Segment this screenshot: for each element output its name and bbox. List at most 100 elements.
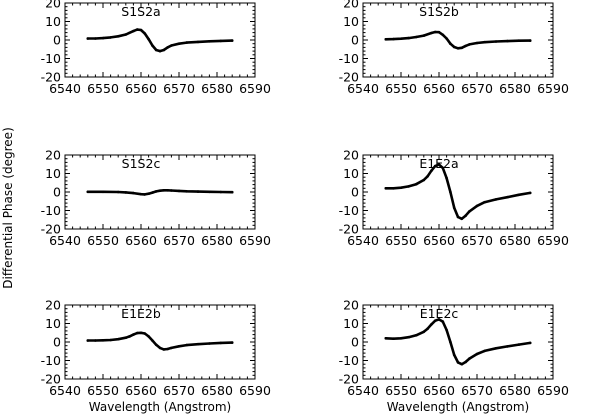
data-point bbox=[414, 182, 418, 186]
data-point bbox=[460, 362, 464, 366]
data-point bbox=[208, 190, 211, 194]
x-axis-title: Wavelength (Angstrom) bbox=[89, 400, 231, 414]
chart-panel: 6540 6550 6560 6570 6580 6590 -20 -10 0 10 20 S1S2b bbox=[339, 0, 569, 96]
data-series-line bbox=[86, 28, 234, 53]
data-point bbox=[422, 330, 426, 334]
y-tick-label: -20 bbox=[41, 70, 61, 85]
y-tick-label: 0 bbox=[53, 185, 61, 200]
data-series-line bbox=[384, 30, 532, 50]
y-tick-label: 20 bbox=[343, 148, 359, 163]
data-point bbox=[475, 352, 479, 356]
x-tick-label: 6590 bbox=[239, 81, 271, 96]
data-point bbox=[384, 337, 388, 340]
data-point bbox=[116, 190, 120, 194]
x-tick-label: 6590 bbox=[239, 383, 271, 398]
data-point bbox=[196, 190, 200, 193]
data-point bbox=[185, 343, 188, 347]
data-point bbox=[177, 189, 181, 193]
x-tick-label: 6570 bbox=[163, 233, 195, 248]
data-point bbox=[101, 190, 105, 194]
x-tick-label: 6550 bbox=[87, 233, 119, 248]
data-point bbox=[170, 346, 173, 350]
data-point bbox=[151, 191, 154, 194]
data-point bbox=[468, 210, 471, 213]
x-tick-label: 6590 bbox=[537, 233, 569, 248]
data-point bbox=[135, 331, 139, 335]
x-tick-label: 6570 bbox=[461, 233, 493, 248]
y-tick-label: -10 bbox=[339, 51, 359, 66]
x-tick-label: 6590 bbox=[239, 233, 271, 248]
data-point bbox=[494, 198, 498, 201]
data-point bbox=[86, 37, 90, 40]
data-point bbox=[422, 34, 426, 37]
y-tick-label: 0 bbox=[351, 33, 359, 48]
data-point bbox=[166, 347, 169, 351]
data-point bbox=[143, 32, 147, 35]
data-point bbox=[132, 333, 135, 336]
data-point bbox=[230, 190, 234, 194]
x-tick-label: 6580 bbox=[499, 81, 531, 96]
chart-panel: 6540 6550 6560 6570 6580 6590 -20 -10 0 10 20 S1S2a bbox=[41, 0, 271, 96]
x-axis-title: Wavelength (Angstrom) bbox=[387, 400, 529, 414]
data-point bbox=[445, 328, 448, 332]
x-tick-label: 6570 bbox=[163, 383, 195, 398]
y-tick-label: 20 bbox=[45, 0, 61, 11]
data-point bbox=[143, 193, 147, 196]
x-tick-label: 6590 bbox=[537, 81, 569, 96]
data-point bbox=[449, 190, 452, 194]
data-point bbox=[445, 176, 448, 180]
data-point bbox=[430, 169, 433, 172]
data-point bbox=[230, 39, 234, 42]
data-point bbox=[430, 31, 433, 35]
x-tick-label: 6570 bbox=[461, 383, 493, 398]
data-point bbox=[101, 339, 105, 342]
data-point bbox=[147, 335, 150, 338]
x-tick-label: 6580 bbox=[499, 383, 531, 398]
data-series-line bbox=[384, 163, 532, 221]
x-tick-label: 6540 bbox=[49, 233, 81, 248]
y-tick-label: -20 bbox=[41, 372, 61, 387]
data-point bbox=[158, 49, 162, 53]
data-point bbox=[528, 191, 532, 195]
x-tick-label: 6570 bbox=[163, 81, 195, 96]
data-point bbox=[208, 40, 211, 43]
x-tick-label: 6580 bbox=[499, 233, 531, 248]
data-point bbox=[426, 327, 429, 331]
x-tick-label: 6560 bbox=[125, 383, 157, 398]
data-point bbox=[128, 335, 131, 338]
x-tick-label: 6560 bbox=[125, 233, 157, 248]
data-point bbox=[154, 343, 158, 347]
data-point bbox=[124, 191, 128, 194]
data-point bbox=[185, 41, 188, 44]
x-tick-label: 6550 bbox=[87, 81, 119, 96]
x-tick-label: 6580 bbox=[201, 233, 233, 248]
data-point bbox=[464, 44, 467, 48]
data-point bbox=[219, 39, 223, 43]
y-tick-label: 20 bbox=[343, 298, 359, 313]
y-tick-label: -20 bbox=[339, 372, 359, 387]
data-point bbox=[162, 48, 166, 52]
y-tick-label: 0 bbox=[53, 335, 61, 350]
data-point bbox=[445, 37, 448, 40]
data-point bbox=[433, 164, 437, 168]
x-tick-label: 6560 bbox=[423, 81, 455, 96]
data-point bbox=[506, 195, 509, 199]
data-point bbox=[468, 43, 471, 46]
x-tick-label: 6550 bbox=[385, 81, 417, 96]
data-point bbox=[392, 187, 395, 190]
x-tick-label: 6560 bbox=[125, 81, 157, 96]
data-point bbox=[407, 335, 410, 339]
data-point bbox=[437, 30, 441, 34]
data-point bbox=[109, 338, 112, 342]
data-point bbox=[162, 189, 166, 192]
data-point bbox=[456, 47, 460, 50]
data-point bbox=[437, 163, 441, 166]
data-point bbox=[147, 37, 150, 41]
data-point bbox=[154, 48, 158, 52]
data-point bbox=[452, 206, 456, 209]
data-point bbox=[433, 30, 437, 34]
data-point bbox=[407, 185, 410, 188]
x-tick-label: 6560 bbox=[423, 383, 455, 398]
data-point bbox=[464, 360, 467, 364]
